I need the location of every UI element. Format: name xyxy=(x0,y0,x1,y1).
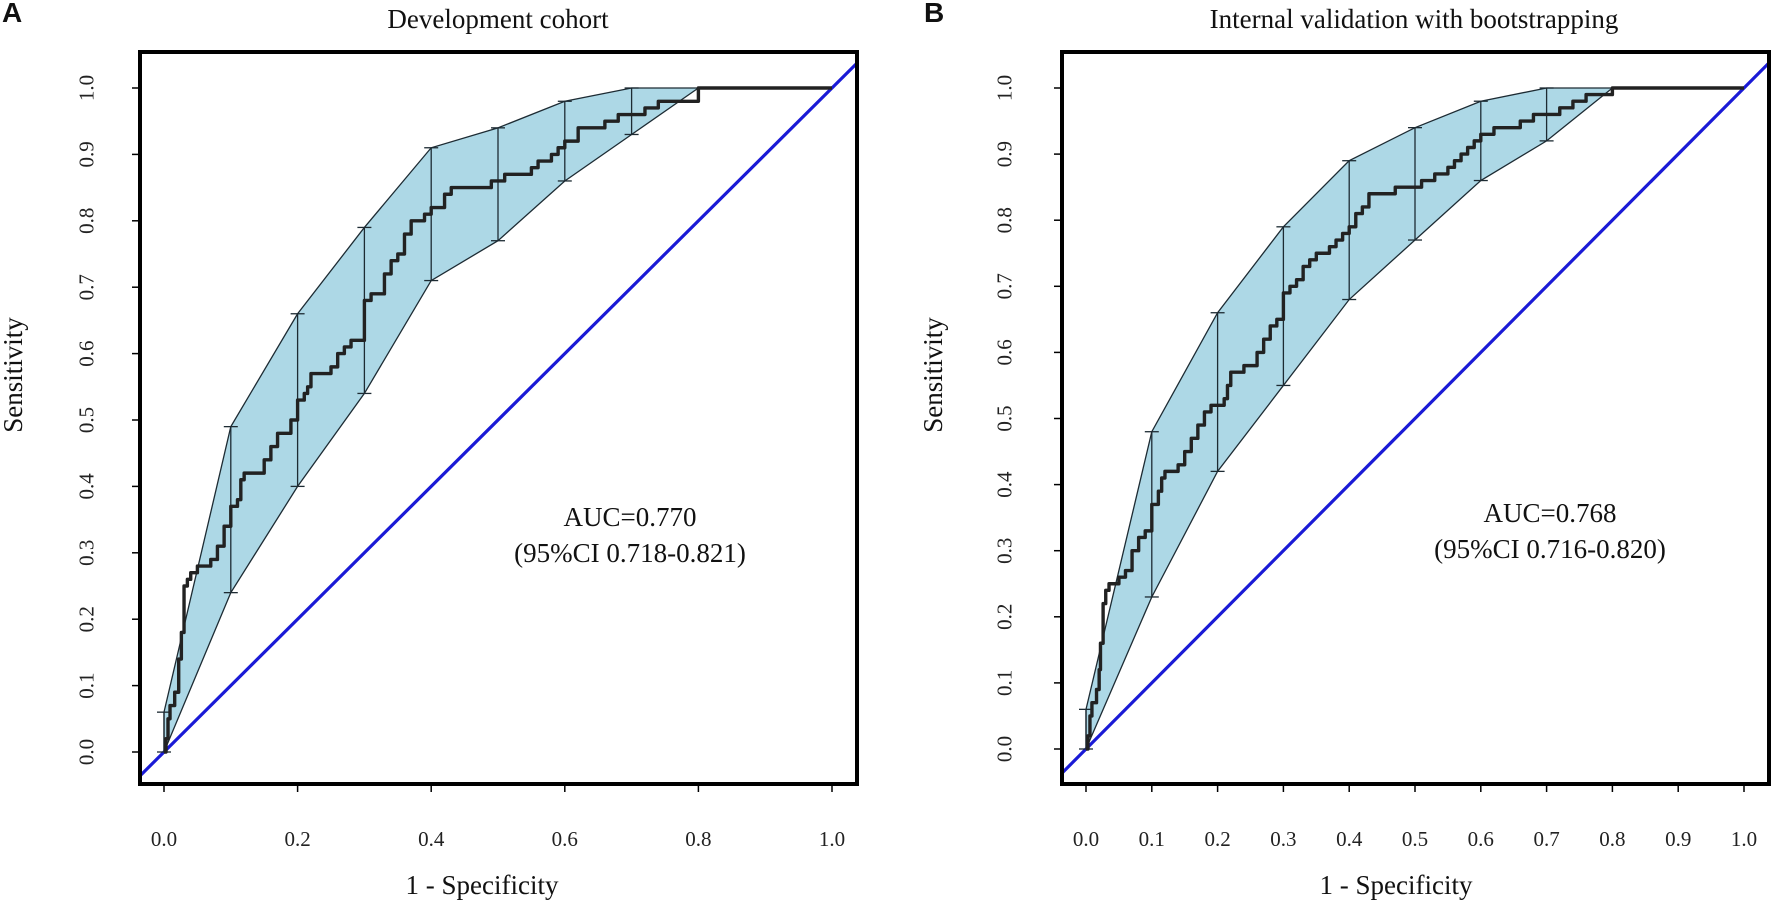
auc-label-b: AUC=0.768 xyxy=(1484,498,1617,528)
panel-title-a: Development cohort xyxy=(387,4,609,34)
y-tick-label: 0.1 xyxy=(74,672,98,698)
reference-line-layer-b xyxy=(1062,60,1769,776)
panel-title-b: Internal validation with bootstrapping xyxy=(1210,4,1619,34)
roc-curve-layer-a xyxy=(164,86,832,754)
error-bar-b-5 xyxy=(1408,127,1422,241)
y-ticks-b: 0.0 0.1 0.2 0.3 0.4 0.5 0.6 0.7 0.8 0.9 1.0 xyxy=(992,75,1062,762)
panel-b: B Internal validation with bootstrapping… xyxy=(918,0,1771,900)
plot-frame-a xyxy=(138,50,859,786)
x-tick-label: 0.0 xyxy=(151,827,177,851)
x-tick-label: 0.9 xyxy=(1665,827,1691,851)
x-tick-label: 0.8 xyxy=(1599,827,1625,851)
y-tick-label: 0.9 xyxy=(74,141,98,167)
x-tick-label: 0.2 xyxy=(1204,827,1230,851)
x-tick-label: 0.6 xyxy=(552,827,578,851)
y-tick-label: 0.9 xyxy=(992,141,1016,167)
reference-line-layer-a xyxy=(140,60,857,779)
x-tick-label: 0.8 xyxy=(685,827,711,851)
y-tick-label: 0.6 xyxy=(992,339,1016,365)
x-ticks-a: 0.0 0.2 0.4 0.6 0.8 1.0 xyxy=(151,784,845,851)
ci-label-a: (95%CI 0.718-0.821) xyxy=(514,538,746,568)
x-tick-label: 0.6 xyxy=(1468,827,1494,851)
roc-curve-b xyxy=(1086,86,1744,751)
error-bar-a-5 xyxy=(491,127,505,242)
reference-line-a xyxy=(140,60,857,779)
y-tick-label: 0.8 xyxy=(74,208,98,234)
x-tick-label: 0.0 xyxy=(1073,827,1099,851)
y-tick-label: 1.0 xyxy=(992,75,1016,101)
x-tick-label: 0.2 xyxy=(284,827,310,851)
x-tick-label: 0.7 xyxy=(1533,827,1559,851)
y-tick-label: 0.4 xyxy=(992,471,1016,498)
y-tick-label: 0.3 xyxy=(74,540,98,566)
x-axis-label-a: 1 - Specificity xyxy=(406,870,559,900)
y-tick-label: 0.5 xyxy=(992,405,1016,431)
y-tick-label: 0.3 xyxy=(992,538,1016,564)
y-axis-label-a: Sensitivity xyxy=(0,317,28,433)
x-tick-label: 0.1 xyxy=(1139,827,1165,851)
error-bar-a-7 xyxy=(624,87,639,136)
x-tick-label: 0.4 xyxy=(1336,827,1363,851)
x-axis-label-b: 1 - Specificity xyxy=(1320,870,1473,900)
error-bars-layer-b xyxy=(1079,87,1554,750)
y-tick-label: 0.2 xyxy=(992,604,1016,630)
x-tick-label: 0.4 xyxy=(418,827,445,851)
x-tick-label: 1.0 xyxy=(1731,827,1757,851)
x-tick-label: 0.5 xyxy=(1402,827,1428,851)
roc-curve-layer-b xyxy=(1086,86,1744,751)
reference-line-b xyxy=(1062,60,1769,776)
x-tick-label: 1.0 xyxy=(819,827,845,851)
y-tick-label: 0.7 xyxy=(992,273,1016,299)
y-tick-label: 0.0 xyxy=(992,736,1016,762)
y-tick-label: 0.8 xyxy=(992,207,1016,233)
y-ticks-a: 0.0 0.1 0.2 0.3 0.4 0.5 0.6 0.7 0.8 0.9 1.0 xyxy=(74,75,140,765)
panel-a: A Development cohort 0.0 0.2 0.4 0.6 0.8 1.0 … xyxy=(0,0,859,900)
roc-curve-a xyxy=(164,86,832,754)
y-tick-label: 0.5 xyxy=(74,407,98,433)
error-bar-b-2 xyxy=(1210,312,1225,473)
y-tick-label: 0.4 xyxy=(74,473,98,500)
y-tick-label: 1.0 xyxy=(74,75,98,101)
y-tick-label: 0.0 xyxy=(74,739,98,765)
x-tick-label: 0.3 xyxy=(1270,827,1296,851)
x-ticks-b: 0.0 0.1 0.2 0.3 0.4 0.5 0.6 0.7 0.8 0.9 1.0 xyxy=(1073,784,1757,851)
y-tick-label: 0.1 xyxy=(992,670,1016,696)
y-tick-label: 0.7 xyxy=(74,274,98,300)
panel-letter-b: B xyxy=(924,0,944,28)
y-axis-label-b: Sensitivity xyxy=(918,317,948,433)
auc-label-a: AUC=0.770 xyxy=(564,502,697,532)
y-tick-label: 0.2 xyxy=(74,606,98,632)
panel-letter-a: A xyxy=(2,0,22,28)
ci-label-b: (95%CI 0.716-0.820) xyxy=(1434,534,1666,564)
y-tick-label: 0.6 xyxy=(74,340,98,366)
